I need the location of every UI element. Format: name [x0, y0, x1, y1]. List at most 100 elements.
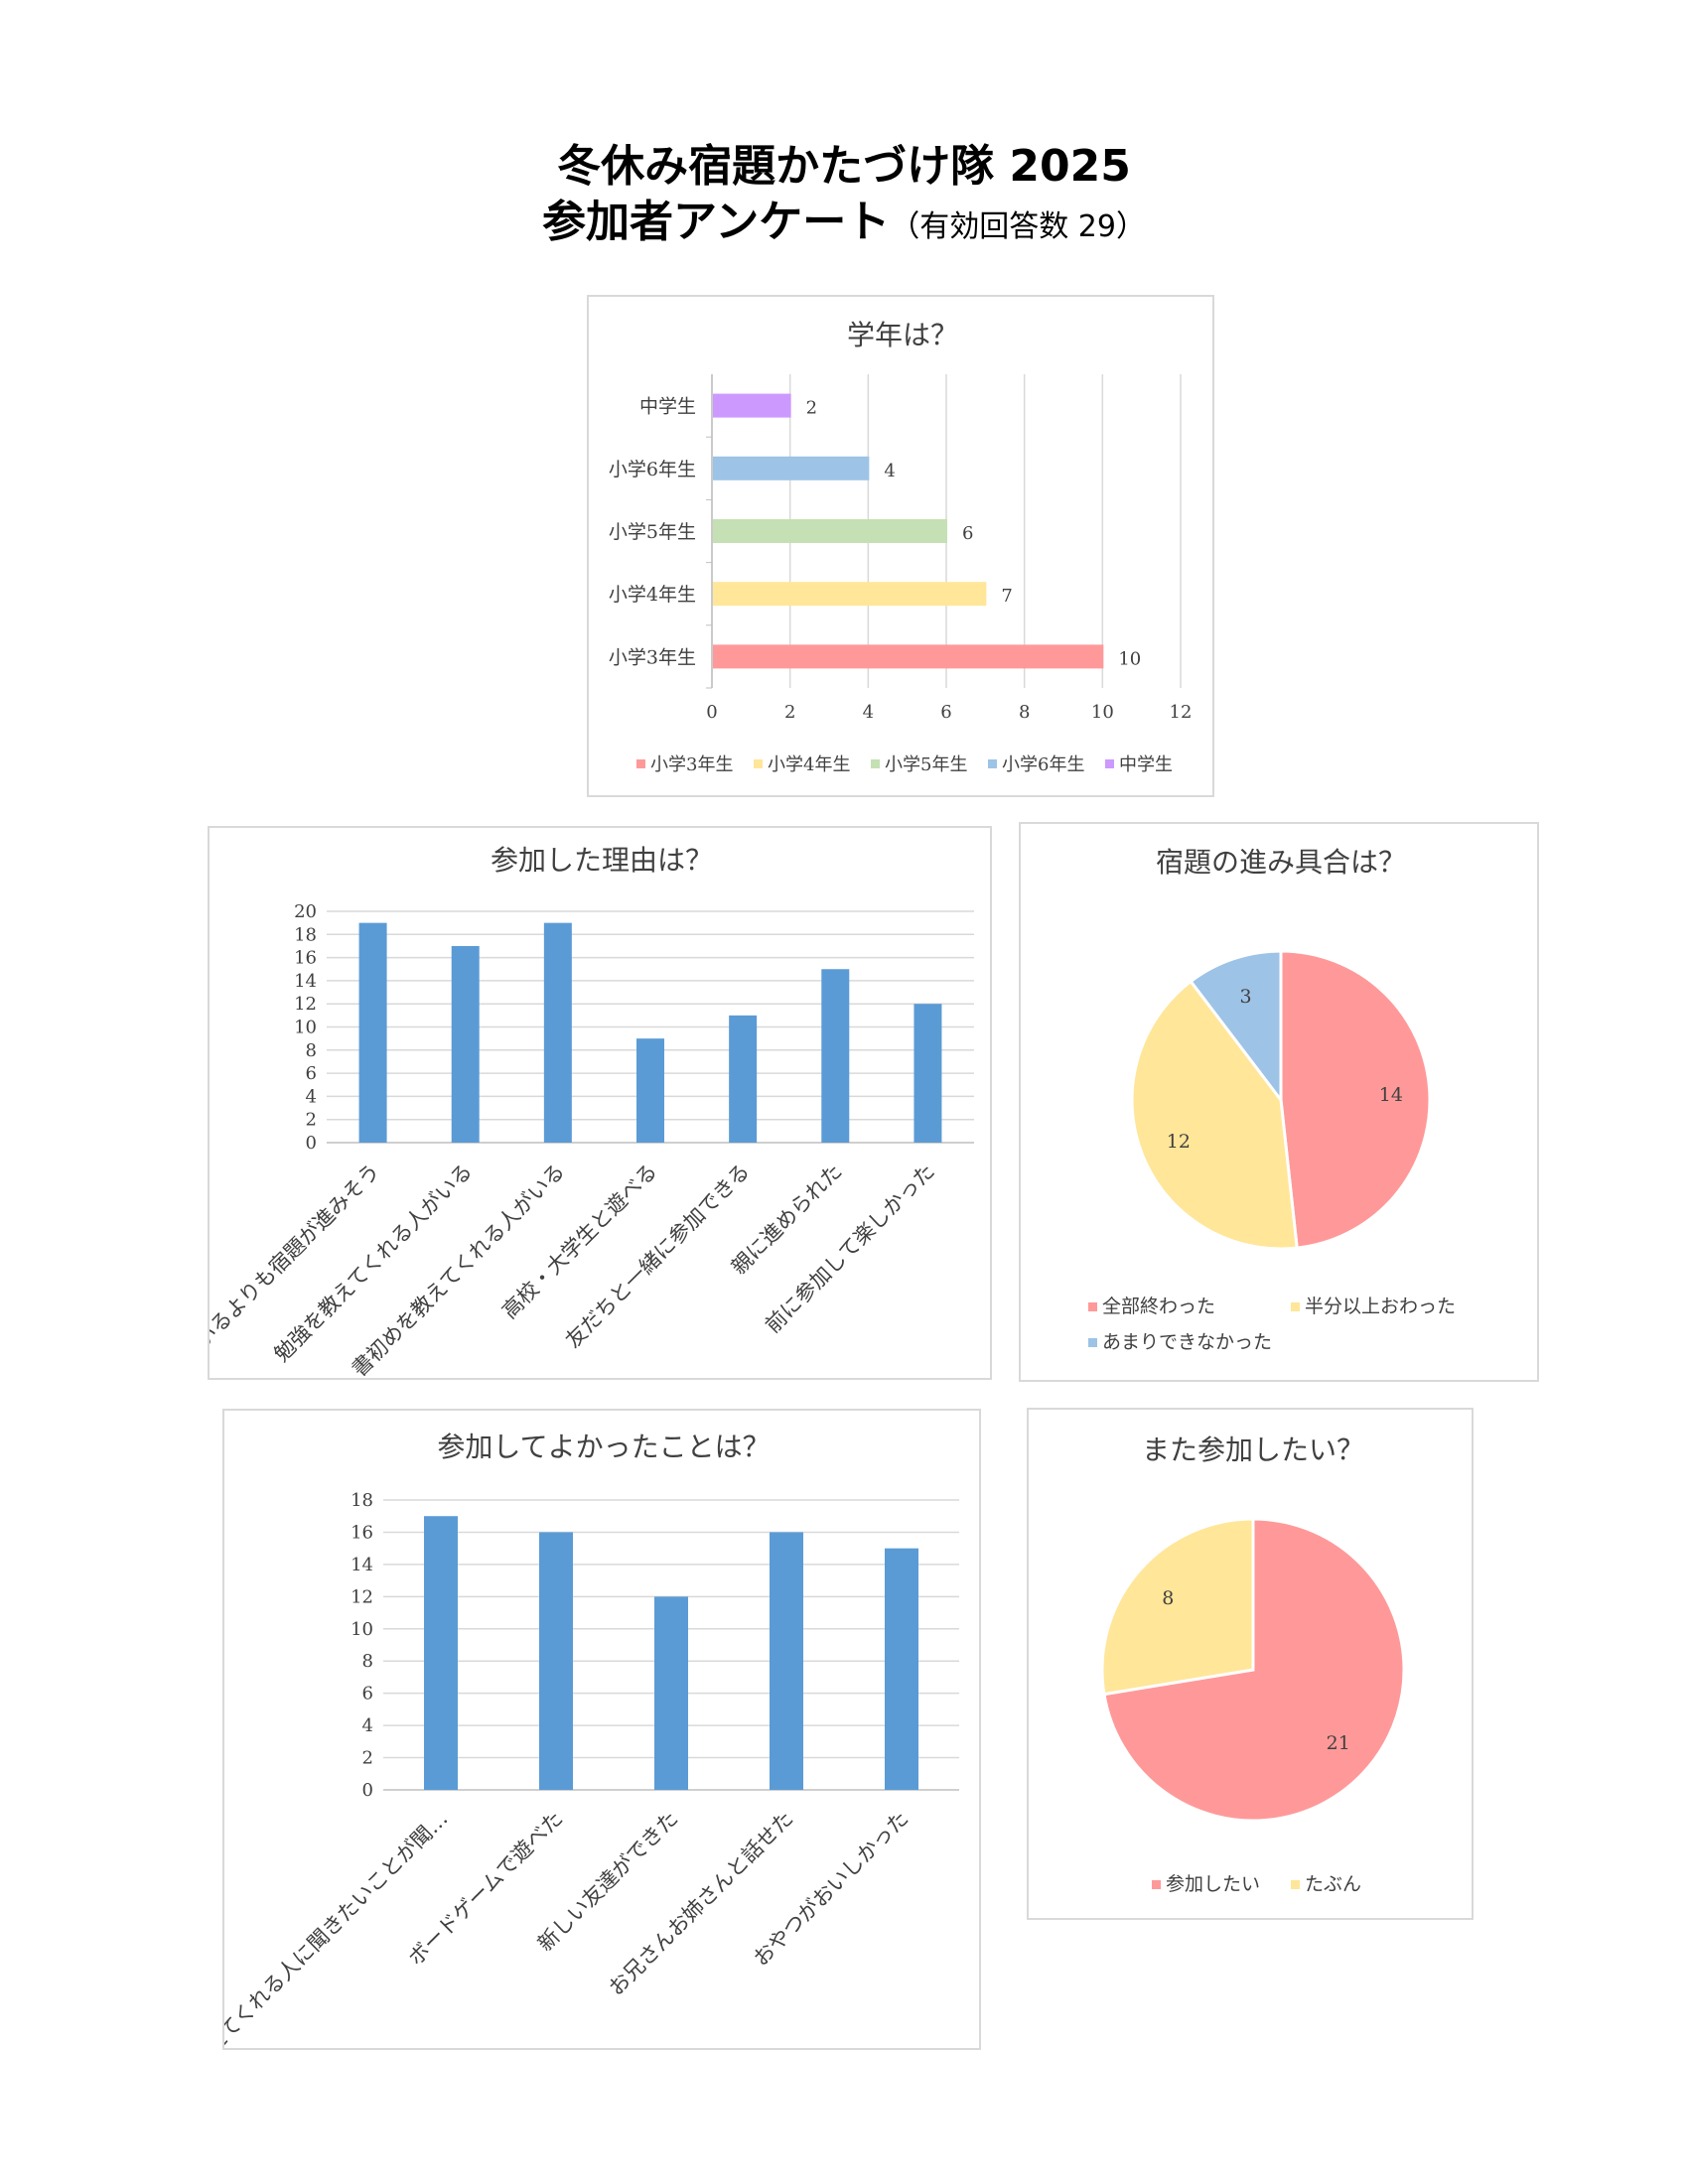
page-title-line1: 冬休み宿題かたづけ隊 2025: [557, 141, 1131, 192]
x-tick-label: 8: [1019, 702, 1030, 723]
again-chart-panel: また参加したい？ 21 8 参加したい たぶん: [1027, 1408, 1474, 1920]
bar: [914, 1004, 942, 1143]
data-label: 6: [962, 523, 973, 544]
legend-label: 参加したい: [1166, 1873, 1260, 1895]
reason-chart: 参加した理由は？02468101214161820家にいるよりも宿題が進みそう勉…: [210, 844, 974, 1382]
legend-label: 中学生: [1119, 754, 1173, 775]
legend-swatch: [1291, 1880, 1300, 1889]
legend-swatch: [1088, 1302, 1097, 1311]
chart-title: また参加したい？: [1142, 1433, 1364, 1466]
y-tick-label: 14: [294, 971, 317, 992]
y-tick-label: 4: [362, 1715, 373, 1736]
legend-swatch: [754, 759, 763, 768]
legend-label: 小学3年生: [650, 754, 733, 775]
chart-title: 参加した理由は？: [491, 844, 713, 877]
category-label: 勉強を教えてくれる人がいる: [269, 1160, 477, 1367]
category-label: 小学6年生: [609, 459, 696, 480]
bar: [543, 922, 572, 1143]
data-label: 21: [1327, 1732, 1350, 1754]
page-title-main: 参加者アンケート: [542, 197, 891, 247]
bar: [451, 945, 480, 1143]
legend-swatch: [988, 759, 997, 768]
category-label: 前に参加して楽しかった: [761, 1160, 939, 1338]
pie-slice: [1130, 979, 1299, 1251]
x-tick-label: 2: [784, 702, 795, 723]
x-tick-label: 0: [706, 702, 717, 723]
data-label: 3: [1240, 986, 1252, 1008]
legend-label: あまりできなかった: [1102, 1331, 1272, 1353]
page-title: 冬休み宿題かたづけ隊 2025 参加者アンケート（有効回答数 29）: [0, 139, 1688, 255]
legend-swatch: [1291, 1302, 1300, 1311]
category-label: 高校・大学生と遊べる: [497, 1160, 661, 1323]
y-tick-label: 10: [294, 1018, 317, 1038]
bar: [713, 456, 870, 480]
bar: [539, 1532, 573, 1790]
bar: [713, 519, 947, 543]
chart-title: 学年は？: [847, 319, 958, 351]
pie-slice: [1279, 949, 1432, 1250]
category-label: お兄さんお姉さんと話せた: [604, 1807, 797, 2000]
y-tick-label: 6: [362, 1684, 373, 1705]
pie-slice: [1189, 949, 1283, 1105]
y-tick-label: 16: [294, 948, 317, 969]
category-label: 友だちと一緒に参加できる: [561, 1160, 755, 1353]
y-tick-label: 10: [351, 1619, 373, 1640]
y-tick-label: 20: [294, 901, 317, 922]
legend-label: 小学4年生: [768, 754, 850, 775]
data-label: 12: [1167, 1131, 1191, 1153]
data-label: 10: [1118, 648, 1141, 669]
y-tick-label: 4: [306, 1086, 317, 1107]
bar: [713, 644, 1104, 669]
legend-swatch: [1088, 1338, 1097, 1347]
y-tick-label: 8: [362, 1651, 373, 1672]
y-tick-label: 18: [294, 924, 317, 945]
pie-slice: [1100, 1517, 1255, 1697]
legend-label: 小学6年生: [1002, 754, 1084, 775]
bar: [821, 969, 850, 1143]
y-tick-label: 12: [351, 1586, 373, 1607]
bar: [424, 1516, 458, 1790]
category-label: 中学生: [639, 396, 696, 418]
x-tick-label: 10: [1091, 702, 1114, 723]
legend-label: 半分以上おわった: [1305, 1296, 1456, 1317]
bar: [729, 1015, 758, 1143]
chart-title: 宿題の進み具合は？: [1156, 846, 1406, 879]
y-tick-label: 12: [294, 994, 317, 1015]
data-label: 8: [1162, 1587, 1174, 1609]
bar: [885, 1548, 918, 1790]
data-label: 14: [1379, 1084, 1403, 1106]
legend-label: 全部終わった: [1102, 1296, 1215, 1317]
bar: [636, 1038, 664, 1143]
bar: [770, 1532, 803, 1790]
grade-chart-panel: 学年は？ 0 2 4 6 8 10 12 小学3年生 10 小学4年生 7 小学5年生 6 小学6年生 4 中学…: [587, 295, 1214, 797]
reason-chart-panel: 参加した理由は？ 0 2 4 6 8 10 12 14 16 18 20 家にいるよりも宿題が進みそう勉…: [208, 826, 992, 1382]
grade-chart: 学年は？ 0 2 4 6 8 10 12 小学3年生 10 小学4年生 7 小学5年生 6 小学6年生 4 中学…: [609, 319, 1193, 775]
bar: [713, 582, 987, 607]
legend-swatch: [1105, 759, 1114, 768]
y-tick-label: 14: [351, 1555, 373, 1575]
category-label: 小学5年生: [609, 521, 696, 543]
x-tick-label: 6: [940, 702, 951, 723]
legend-swatch: [636, 759, 645, 768]
legend-swatch: [871, 759, 880, 768]
y-tick-label: 8: [306, 1040, 317, 1061]
good-chart: 参加してよかったことは？ 0 2 4 6 8 10 12 14 16 18 教えてくれる人に聞きたいこ…: [224, 1431, 959, 2052]
y-tick-label: 2: [306, 1110, 317, 1131]
legend-label: 小学5年生: [885, 754, 967, 775]
y-tick-label: 0: [306, 1133, 317, 1154]
chart-title: 参加してよかったことは？: [437, 1431, 770, 1463]
y-tick-label: 0: [362, 1780, 373, 1801]
bar: [358, 922, 387, 1143]
legend-swatch: [1152, 1880, 1161, 1889]
good-chart-panel: 参加してよかったことは？ 0 2 4 6 8 10 12 14 16 18 教えてくれる人に聞きたいこ…: [222, 1409, 981, 2052]
legend-label: たぶん: [1305, 1873, 1361, 1895]
x-tick-label: 12: [1170, 702, 1193, 723]
category-label: 教えてくれる人に聞きたいことが聞…: [224, 1807, 453, 2052]
page-title-line2: 参加者アンケート（有効回答数 29）: [0, 195, 1688, 255]
y-tick-label: 18: [351, 1490, 373, 1511]
response-count-note: （有効回答数 29）: [890, 209, 1146, 244]
x-tick-label: 4: [863, 702, 874, 723]
bar: [713, 393, 791, 418]
again-chart: また参加したい？ 21 8 参加したい たぶん: [1100, 1433, 1406, 1895]
